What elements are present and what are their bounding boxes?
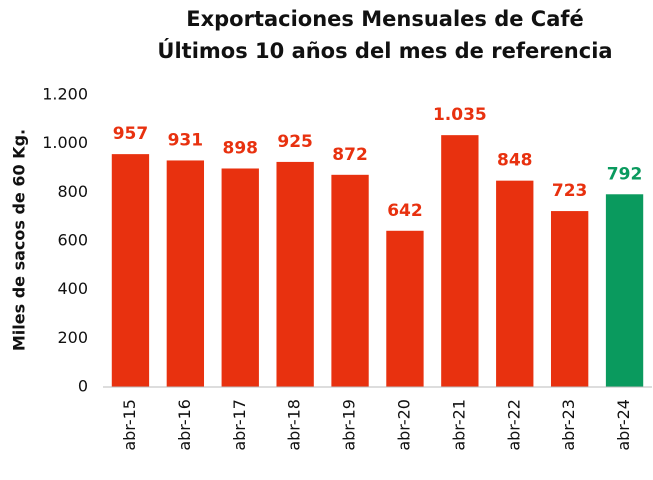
data-label: 931 (168, 130, 204, 150)
y-tick-label: 1.000 (42, 133, 88, 152)
x-tick-label: abr-22 (504, 399, 523, 451)
chart-title: Exportaciones Mensuales de Café (186, 7, 584, 31)
y-tick-label: 600 (57, 231, 88, 250)
chart-subtitle: Últimos 10 años del mes de referencia (157, 38, 612, 63)
y-axis-title: Miles de sacos de 60 Kg. (10, 129, 29, 351)
bar (221, 168, 259, 387)
x-tick-label: abr-19 (340, 399, 359, 451)
bar (111, 154, 150, 387)
x-tick-label: abr-16 (175, 399, 194, 451)
data-label: 872 (332, 145, 368, 165)
x-tick-label: abr-20 (394, 399, 413, 451)
bar (550, 211, 589, 387)
data-label: 957 (113, 124, 149, 144)
data-label: 792 (607, 164, 643, 184)
x-tick-label: abr-21 (449, 399, 468, 451)
bar (166, 160, 205, 387)
bar (496, 180, 534, 387)
data-label: 1.035 (433, 105, 487, 125)
x-tick-label: abr-15 (120, 399, 139, 451)
bar (331, 174, 369, 387)
y-tick-label: 0 (78, 377, 88, 396)
data-label: 898 (223, 138, 259, 158)
data-label: 723 (552, 181, 588, 201)
bar (386, 230, 424, 387)
x-tick-label: abr-23 (559, 399, 578, 451)
y-tick-label: 800 (57, 182, 88, 201)
bar (605, 194, 644, 387)
data-label: 848 (497, 151, 533, 171)
data-label: 642 (387, 201, 423, 221)
x-tick-label: abr-17 (230, 399, 249, 451)
x-tick-label: abr-24 (614, 399, 633, 451)
bar (441, 135, 479, 387)
y-tick-label: 400 (57, 279, 88, 298)
y-tick-label: 1.200 (42, 85, 88, 104)
bar (276, 161, 314, 387)
x-tick-label: abr-18 (285, 399, 304, 451)
data-label: 925 (277, 132, 313, 152)
y-tick-label: 200 (57, 328, 88, 347)
